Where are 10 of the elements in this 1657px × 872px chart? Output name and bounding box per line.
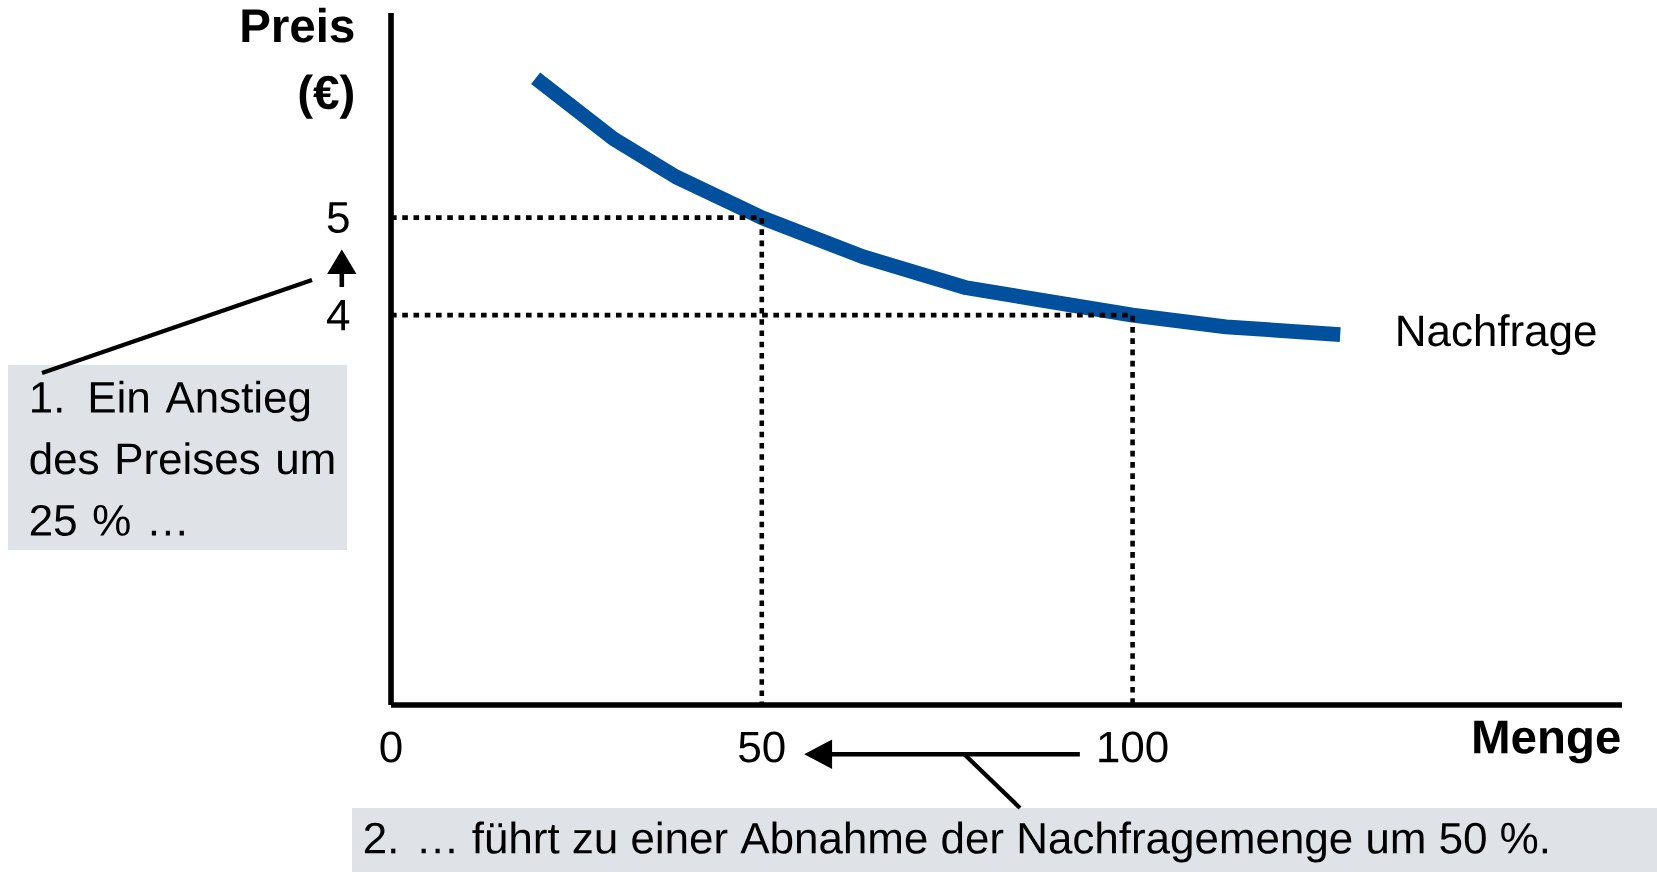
text: 1. Ein Anstieg des Preises um 25 % … (30, 380, 334, 536)
x-tick-label: 100 (1099, 731, 1168, 763)
y-axis-title: Preis (€) (242, 7, 354, 119)
x-axis-title: Menge (1474, 720, 1620, 764)
y-tick-label: 4 (327, 300, 350, 331)
x-tick-label: 0 (380, 731, 402, 763)
x-tick-label: 50 (739, 731, 785, 763)
series-label: Nachfrage (1398, 314, 1596, 356)
y-tick-label: 5 (327, 202, 349, 233)
text: 2. … führt zu einer Abnahme der Nachfragemenge um 50 %. (364, 821, 1547, 863)
